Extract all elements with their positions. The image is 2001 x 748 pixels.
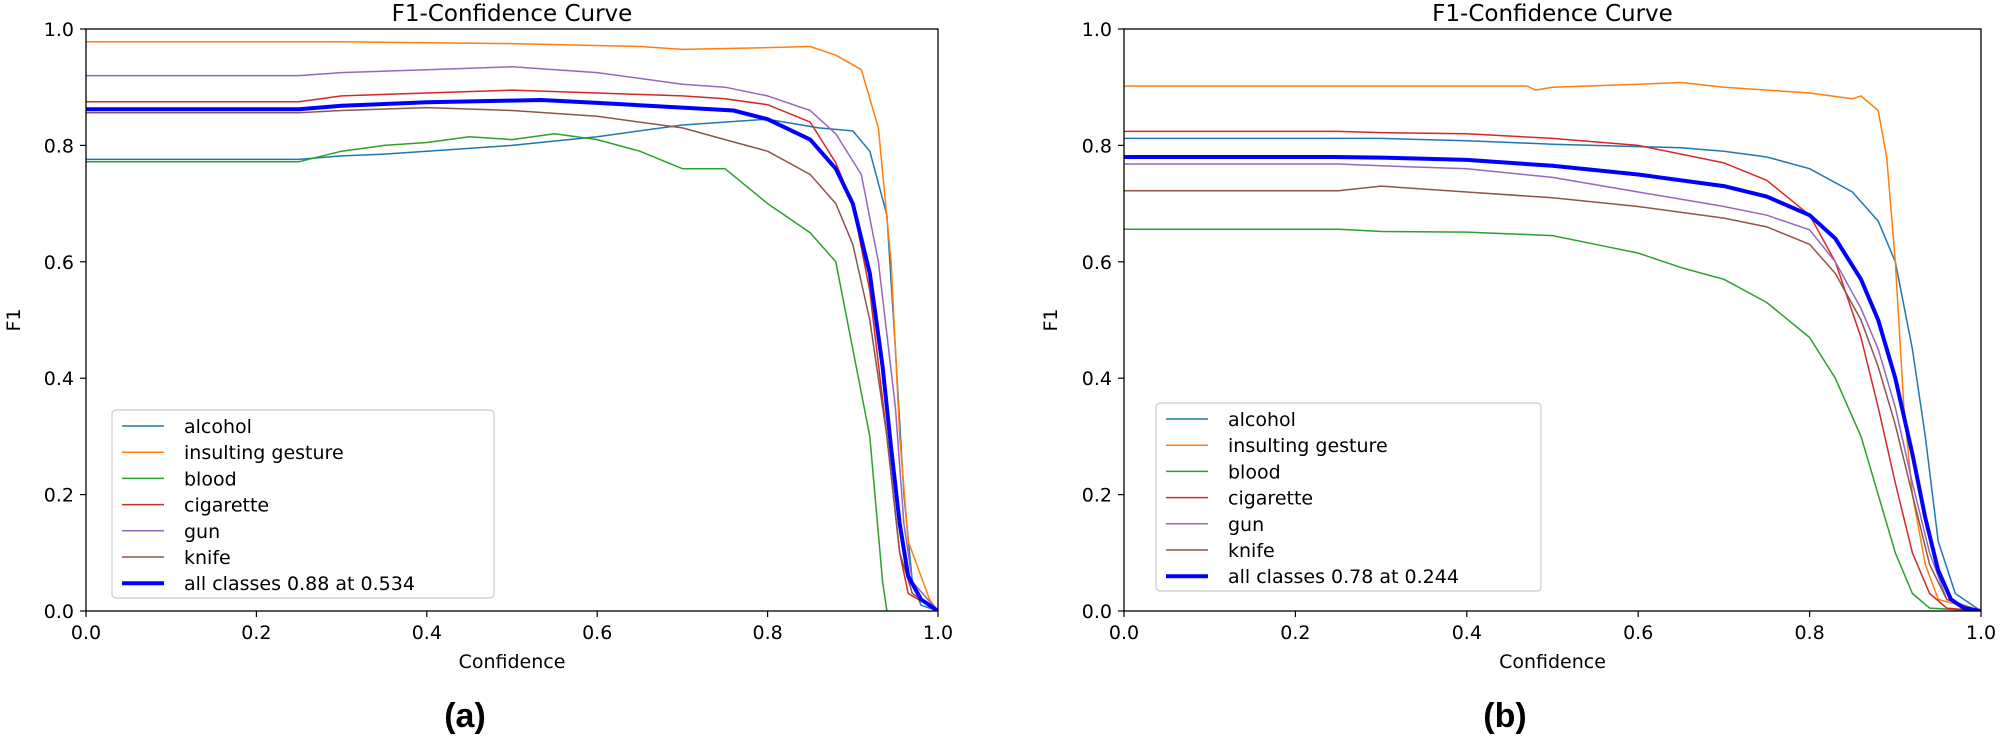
legend: alcohol insulting gesture blood cigarette gu… (111, 409, 495, 599)
x-axis-label: Confidence (459, 651, 566, 673)
series-line-blood (1124, 228, 1981, 611)
legend-label: gun (184, 521, 220, 543)
series-line-gun (86, 66, 938, 611)
x-tick-label: 0.0 (71, 622, 101, 644)
panel-label: (b) (1483, 697, 1526, 735)
y-tick-label: 0.8 (44, 135, 74, 157)
legend-box (1155, 402, 1542, 592)
y-tick-label: 0.2 (44, 485, 74, 507)
x-tick-label: 0.6 (1623, 622, 1653, 644)
plot-frame (1123, 28, 1982, 612)
y-tick-label: 0.8 (1082, 135, 1112, 157)
x-tick-label: 0.4 (412, 622, 442, 644)
y-tick-label: 0.0 (1082, 601, 1112, 623)
chart-panel-b: F1-Confidence Curve 0.0 0.2 0.4 0.6 0.8 1.0 0.0… (1040, 1, 1996, 735)
chart-title: F1-Confidence Curve (1432, 1, 1673, 27)
y-tick-label: 0.0 (44, 601, 74, 623)
x-axis-label: Confidence (1499, 651, 1606, 673)
y-axis-label: F1 (1040, 308, 1062, 331)
y-tick-label: 0.4 (1082, 368, 1112, 390)
legend-label: insulting gesture (184, 442, 344, 464)
x-tick-label: 0.0 (1109, 622, 1139, 644)
series-line-insulting (86, 41, 938, 611)
x-tick-label: 0.4 (1452, 622, 1482, 644)
series-group (86, 41, 938, 611)
x-tick-label: 0.2 (241, 622, 271, 644)
x-tick-label: 1.0 (923, 622, 953, 644)
series-line-gun (1124, 163, 1981, 611)
legend-label: alcohol (184, 416, 252, 438)
y-tick-label: 1.0 (44, 19, 74, 41)
x-tick-label: 0.8 (752, 622, 782, 644)
series-line-all-all (1124, 155, 1981, 611)
legend: alcohol insulting gesture blood cigarette gu… (1155, 402, 1542, 592)
panel-label: (a) (444, 697, 486, 735)
y-axis-label: F1 (3, 308, 25, 331)
legend-label: gun (1228, 514, 1264, 536)
series-line-alcohol (1124, 137, 1981, 611)
series-group (1124, 81, 1981, 611)
plot-frame (85, 28, 939, 612)
series-line-knife (1124, 185, 1981, 611)
legend-label: cigarette (184, 495, 269, 517)
y-tick-label: 0.6 (1082, 252, 1112, 274)
y-tick-label: 0.6 (44, 252, 74, 274)
x-tick-label: 0.2 (1280, 622, 1310, 644)
series-line-blood (86, 133, 888, 611)
chart-title: F1-Confidence Curve (392, 1, 633, 27)
series-line-knife (86, 106, 938, 611)
y-tick-label: 1.0 (1082, 19, 1112, 41)
x-tick-label: 1.0 (1966, 622, 1996, 644)
legend-label: alcohol (1228, 409, 1296, 431)
legend-label: all classes 0.78 at 0.244 (1228, 566, 1459, 588)
y-tick-label: 0.2 (1082, 485, 1112, 507)
legend-label: knife (1228, 540, 1275, 562)
x-tick-label: 0.8 (1794, 622, 1824, 644)
series-line-all-all (86, 98, 938, 611)
x-tick-label: 0.6 (582, 622, 612, 644)
legend-label: insulting gesture (1228, 435, 1388, 457)
legend-label: blood (1228, 461, 1281, 483)
legend-label: all classes 0.88 at 0.534 (184, 573, 415, 595)
legend-label: cigarette (1228, 488, 1313, 510)
y-tick-label: 0.4 (44, 368, 74, 390)
legend-label: blood (184, 468, 237, 490)
legend-label: knife (184, 547, 231, 569)
chart-panel-a: F1-Confidence Curve 0.0 0.2 0.4 0.6 0.8 1.0 0.0… (3, 1, 953, 735)
legend-box (111, 409, 495, 599)
